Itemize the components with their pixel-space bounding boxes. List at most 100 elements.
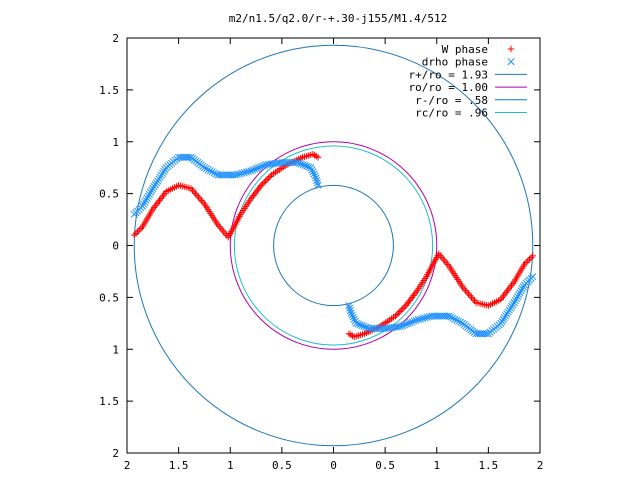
data-point — [465, 290, 472, 298]
data-point — [356, 321, 364, 329]
data-point — [393, 311, 401, 318]
data-point — [522, 259, 530, 266]
data-point — [192, 190, 199, 197]
data-point — [309, 168, 317, 176]
data-point — [462, 287, 469, 294]
data-point — [517, 287, 525, 295]
data-point — [468, 294, 475, 301]
circle-r-ro-1-93 — [133, 44, 534, 447]
data-point — [260, 179, 268, 186]
data-point — [406, 318, 414, 327]
data-point — [257, 163, 265, 171]
data-point — [455, 317, 463, 325]
data-point — [249, 166, 257, 174]
data-point — [245, 167, 253, 175]
chart-title: m2/n1.5/q2.0/r-+.30-j155/M1.4/512 — [229, 12, 448, 25]
data-point — [347, 309, 355, 317]
reference-circles — [133, 44, 534, 447]
data-point — [242, 168, 251, 176]
data-point — [358, 321, 366, 330]
data-point — [314, 181, 322, 189]
data-point — [142, 196, 150, 204]
data-point — [313, 179, 321, 187]
data-point — [401, 303, 408, 311]
legend-label: rc/ro = .96 — [415, 107, 488, 120]
x-tick-label: 1.5 — [169, 459, 189, 472]
data-point — [308, 166, 316, 174]
data-point — [238, 169, 246, 177]
x-tick-label: 2 — [124, 459, 131, 472]
data-point — [350, 315, 358, 323]
data-point — [210, 169, 218, 177]
x-tick-label: 0.5 — [272, 459, 292, 472]
data-point — [459, 319, 467, 327]
y-tick-label: 0.5 — [99, 188, 119, 201]
data-point — [349, 313, 357, 321]
data-point — [255, 164, 263, 172]
data-point — [234, 170, 242, 178]
data-point — [529, 252, 536, 260]
data-point — [146, 188, 155, 196]
y-tick-label: 1.5 — [99, 395, 119, 408]
data-point — [412, 316, 420, 324]
data-point — [364, 324, 372, 332]
data-point — [345, 330, 353, 337]
legend-marker — [507, 58, 515, 66]
data-point — [190, 188, 198, 196]
data-point — [512, 295, 521, 303]
data-point — [299, 161, 307, 169]
legend-label: r-/ro = .58 — [415, 94, 488, 107]
data-point — [148, 186, 156, 194]
x-tick-label: 0 — [330, 459, 337, 472]
data-point — [514, 293, 522, 301]
data-point — [143, 194, 151, 202]
data-point — [132, 230, 140, 237]
data-point — [311, 172, 319, 180]
data-point — [301, 161, 309, 170]
data-point — [202, 165, 210, 173]
data-point — [449, 314, 457, 322]
data-point — [511, 297, 519, 305]
data-point — [310, 170, 318, 178]
x-tick-label: 1 — [227, 459, 234, 472]
data-point — [404, 319, 412, 327]
data-point — [145, 190, 153, 198]
data-point — [262, 177, 269, 185]
data-point — [360, 322, 368, 330]
data-point — [303, 162, 311, 170]
x-tick-label: 2 — [537, 459, 544, 472]
series-w-phase — [131, 151, 536, 340]
data-point — [259, 180, 266, 188]
legend-label: r+/ro = 1.93 — [409, 68, 488, 81]
y-tick-label: 2 — [112, 447, 119, 460]
data-point — [524, 257, 532, 265]
legend-label: drho phase — [422, 56, 488, 69]
data-point — [366, 324, 374, 333]
data-point — [135, 226, 143, 234]
y-tick-label: 1.5 — [99, 84, 119, 97]
data-point — [398, 322, 407, 330]
data-point — [266, 173, 274, 180]
data-point — [240, 169, 248, 177]
data-point — [451, 315, 459, 323]
data-point — [297, 160, 305, 168]
data-point — [362, 323, 370, 331]
data-point — [260, 161, 269, 169]
data-point — [131, 231, 138, 239]
data-point — [351, 317, 359, 325]
x-tick-label: 1.5 — [478, 459, 498, 472]
circle-rc-ro-96 — [233, 145, 434, 346]
y-tick-label: 0.5 — [99, 291, 119, 304]
data-point — [231, 171, 239, 179]
data-point — [398, 306, 405, 314]
data-point — [425, 313, 433, 321]
legend-label: ro/ro = 1.00 — [409, 81, 488, 94]
data-point — [447, 313, 455, 321]
data-point — [141, 198, 149, 206]
x-tick-label: 0.5 — [375, 459, 395, 472]
data-point — [466, 292, 474, 299]
y-tick-label: 1 — [112, 343, 119, 356]
data-point — [313, 176, 321, 185]
